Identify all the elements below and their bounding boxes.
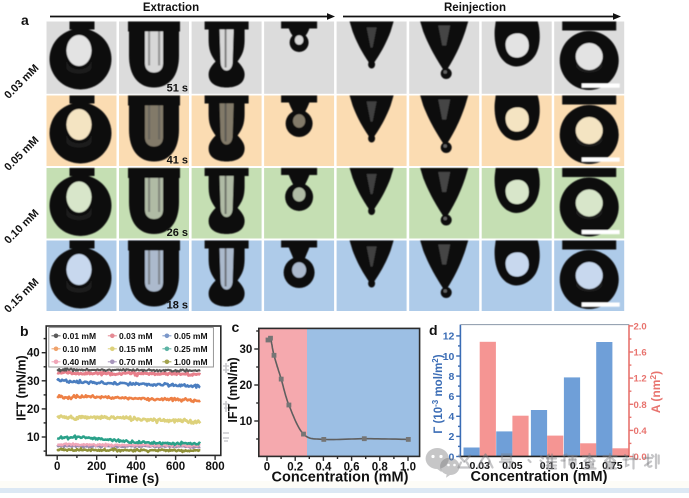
svg-text:0.8: 0.8 [634,400,647,411]
svg-text:0.0: 0.0 [634,452,647,463]
svg-text:0.4: 0.4 [634,426,648,437]
svg-text:10: 10 [240,416,253,428]
svg-text:0.70 mM: 0.70 mM [119,357,153,367]
svg-text:a: a [21,12,29,28]
svg-text:0.8: 0.8 [372,461,389,473]
svg-text:4: 4 [449,411,455,423]
svg-text:IFT (mN/m): IFT (mN/m) [226,357,240,422]
svg-text:6: 6 [449,391,455,403]
svg-text:26 s: 26 s [167,227,188,239]
svg-text:40: 40 [27,348,40,360]
svg-text:c: c [232,319,240,335]
svg-text:IFT (mN/m): IFT (mN/m) [15,355,29,420]
svg-text:0.01 mM: 0.01 mM [63,331,97,341]
svg-text:0.03 mM: 0.03 mM [119,331,153,341]
svg-text:41 s: 41 s [167,155,188,167]
svg-text:12: 12 [443,331,455,343]
svg-text:30: 30 [240,344,253,356]
svg-text:0.4: 0.4 [315,461,332,473]
svg-text:2.0: 2.0 [634,322,647,333]
svg-text:d: d [429,322,438,338]
svg-text:Time (s): Time (s) [106,470,159,486]
svg-text:2: 2 [449,431,455,443]
svg-text:1.6: 1.6 [634,348,647,359]
svg-text:0: 0 [264,461,270,473]
svg-text:0.1: 0.1 [540,460,555,472]
svg-text:600: 600 [166,461,185,473]
svg-text:0.05: 0.05 [502,460,523,472]
svg-text:51 s: 51 s [167,82,188,94]
svg-text:0.03: 0.03 [469,460,490,472]
svg-text:0: 0 [449,451,455,463]
svg-text:0: 0 [54,461,60,473]
svg-text:0.10 mM: 0.10 mM [63,344,97,354]
svg-text:18 s: 18 s [167,300,188,312]
svg-text:0.6: 0.6 [344,461,360,473]
svg-text:0.75: 0.75 [602,460,623,472]
svg-text:0.2: 0.2 [287,461,303,473]
svg-text:0.25 mM: 0.25 mM [174,344,208,354]
svg-text:1.00 mM: 1.00 mM [174,357,208,367]
svg-text:Concentration (mM): Concentration (mM) [272,470,409,486]
svg-text:10: 10 [27,432,40,444]
svg-text:Concentration (mM): Concentration (mM) [471,469,608,485]
svg-text:Reinjection: Reinjection [444,2,506,14]
svg-text:0.40 mM: 0.40 mM [63,357,97,367]
svg-text:0.05 mM: 0.05 mM [174,331,208,341]
svg-text:400: 400 [127,461,146,473]
svg-text:0.15: 0.15 [570,460,591,472]
svg-text:800: 800 [206,461,225,473]
svg-text:1.0: 1.0 [400,461,416,473]
svg-text:8: 8 [449,371,455,383]
svg-text:0.15 mM: 0.15 mM [119,344,153,354]
svg-text:10: 10 [443,351,455,363]
svg-text:b: b [20,323,29,339]
svg-text:Extraction: Extraction [143,2,199,14]
svg-text:20: 20 [240,380,253,392]
svg-text:1.2: 1.2 [634,374,647,385]
svg-text:Γ (10-3 mol/m2): Γ (10-3 mol/m2) [431,354,445,433]
svg-text:A (nm2): A (nm2) [648,371,663,413]
svg-text:200: 200 [87,461,106,473]
svg-text:30: 30 [27,376,40,388]
svg-text:20: 20 [27,404,40,416]
